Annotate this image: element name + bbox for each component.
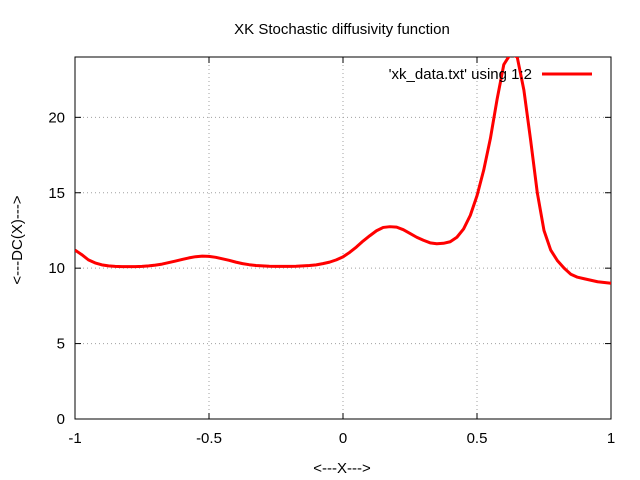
x-tick-label: 0.5	[467, 430, 488, 447]
y-tick-label: 20	[48, 109, 65, 126]
legend: 'xk_data.txt' using 1:2	[389, 66, 592, 83]
y-axis-label: <---DC(X)--->	[9, 195, 26, 284]
grid	[75, 57, 611, 419]
series-layer	[75, 57, 611, 285]
chart-title: XK Stochastic diffusivity function	[234, 21, 450, 38]
x-axis-label: <---X--->	[313, 460, 371, 477]
y-tick-label: 15	[48, 185, 65, 202]
x-tick-label: -1	[68, 430, 81, 447]
x-tick-label: -0.5	[196, 430, 222, 447]
legend-label: 'xk_data.txt' using 1:2	[389, 66, 532, 83]
y-tick-label: 10	[48, 260, 65, 277]
series-line	[75, 57, 611, 285]
y-tick-label: 0	[57, 411, 65, 428]
y-tick-label: 5	[57, 336, 65, 353]
x-tick-label: 0	[339, 430, 347, 447]
x-tick-label: 1	[607, 430, 615, 447]
